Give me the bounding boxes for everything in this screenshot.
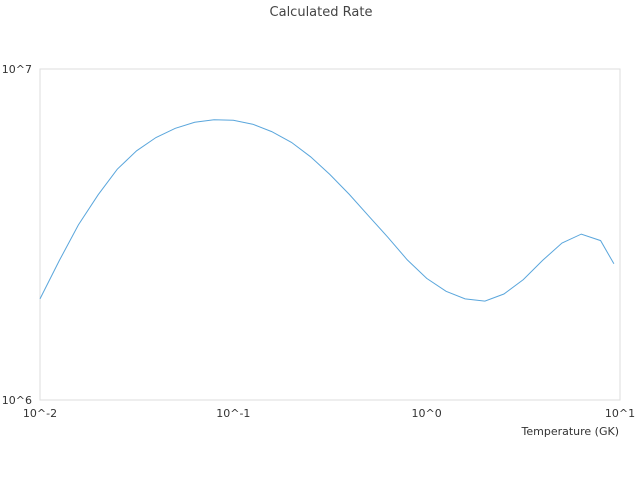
x-axis-label: Temperature (GK) (521, 425, 620, 438)
plot-area (39, 68, 621, 401)
rate-series-line (39, 119, 615, 302)
x-tick-label: 10^1 (605, 407, 635, 420)
chart-title: Calculated Rate (270, 5, 373, 20)
x-axis-ticks: 10^-2 10^-1 10^0 10^1 (23, 407, 635, 420)
x-tick-label: 10^-1 (216, 407, 250, 420)
x-tick-label: 10^0 (412, 407, 442, 420)
y-axis-ticks: 10^6 10^7 (2, 63, 32, 407)
y-tick-label: 10^7 (2, 63, 32, 76)
y-tick-label: 10^6 (2, 394, 32, 407)
x-tick-label: 10^-2 (23, 407, 57, 420)
